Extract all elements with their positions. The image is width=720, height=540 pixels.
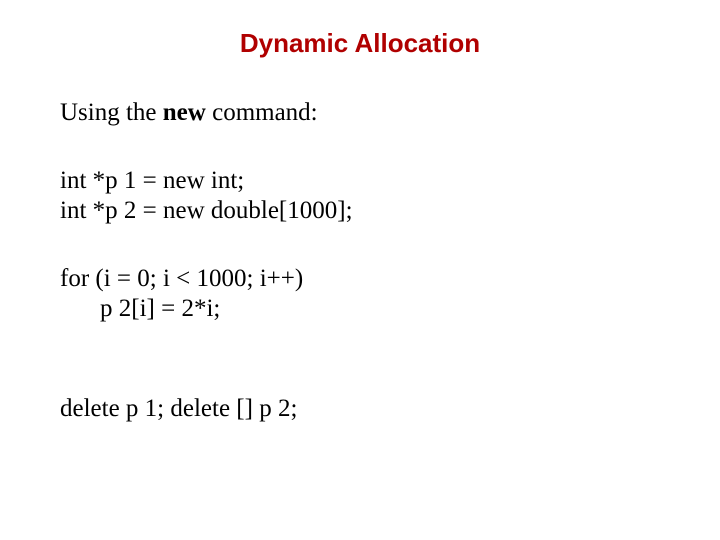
slide-title: Dynamic Allocation [0,28,720,59]
code-decl-1: int *p 1 = new int; [60,166,660,196]
code-for-head: for (i = 0; i < 1000; i++) [60,264,660,294]
slide: Dynamic Allocation Using the new command… [0,0,720,540]
code-for-body: p 2[i] = 2*i; [60,294,660,324]
intro-prefix: Using the [60,99,163,126]
intro-line: Using the new command: [60,98,660,128]
code-delete: delete p 1; delete [] p 2; [60,394,660,424]
intro-suffix: command: [206,99,318,126]
spacer [60,226,660,264]
spacer [60,128,660,166]
code-decl-2: int *p 2 = new double[1000]; [60,196,660,226]
intro-bold: new [163,99,206,126]
spacer [60,324,660,394]
slide-body: Using the new command: int *p 1 = new in… [60,98,660,424]
